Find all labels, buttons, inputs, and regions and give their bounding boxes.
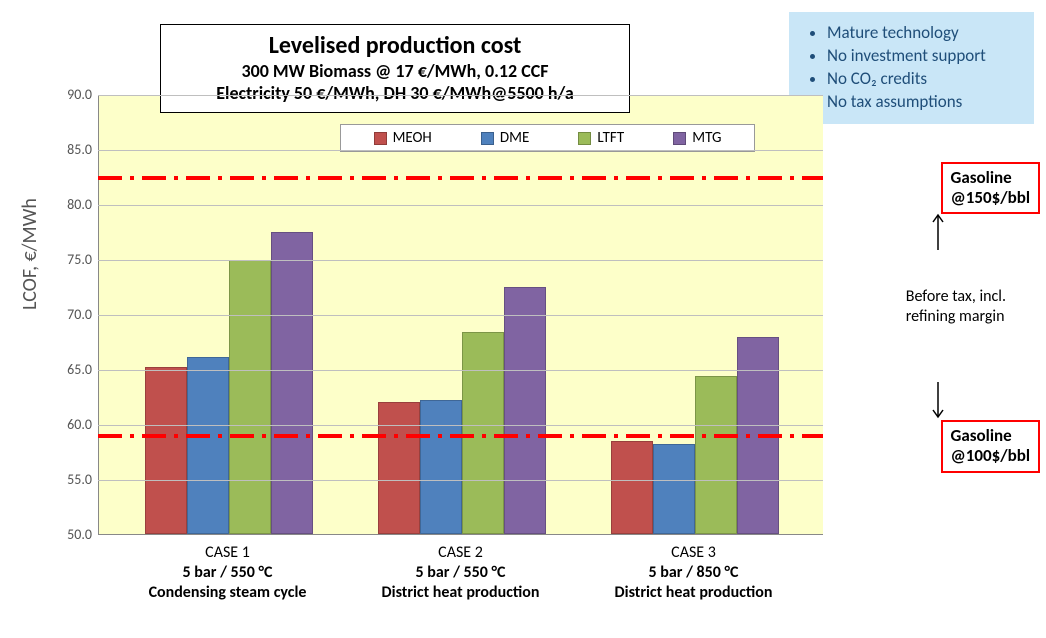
ref-annotation-line2: @150$/bbl xyxy=(951,187,1030,208)
assumption-item: No investment support xyxy=(827,45,1024,66)
legend-item-meoh: MEOH xyxy=(374,129,432,147)
bar-ltft xyxy=(695,376,737,534)
chart-title-line2: 300 MW Biomass @ 17 €/MWh, 0.12 CCF xyxy=(169,60,621,82)
case-conditions: 5 bar / 550 °C xyxy=(357,563,565,583)
y-gridline xyxy=(98,95,823,96)
ref-annotation-line1: Gasoline xyxy=(951,425,1012,446)
bar-ltft xyxy=(229,260,271,534)
y-gridline xyxy=(98,150,823,151)
legend-item-mtg: MTG xyxy=(673,129,721,147)
case-conditions: 5 bar / 850 °C xyxy=(590,563,798,583)
legend-item-ltft: LTFT xyxy=(578,129,624,147)
ref-annotation-gasoline-150: Gasoline @150$/bbl xyxy=(941,162,1040,215)
y-tick-label: 65.0 xyxy=(52,361,92,378)
y-tick-label: 50.0 xyxy=(52,526,92,543)
assumption-item: No CO₂ credits xyxy=(827,68,1024,89)
y-tick-label: 75.0 xyxy=(52,251,92,268)
legend-label: DME xyxy=(500,129,529,147)
legend-item-dme: DME xyxy=(481,129,529,147)
y-tick-label: 90.0 xyxy=(52,86,92,103)
y-gridline xyxy=(98,315,823,316)
mid-note-line1: Before tax, incl. xyxy=(906,287,1006,306)
y-gridline xyxy=(98,205,823,206)
ref-annotation-line2: @100$/bbl xyxy=(951,445,1030,466)
y-tick-label: 55.0 xyxy=(52,471,92,488)
bar-mtg xyxy=(504,287,546,535)
group-label: CASE 35 bar / 850 °CDistrict heat produc… xyxy=(590,543,798,603)
legend-swatch-icon xyxy=(481,132,494,145)
bar-mtg xyxy=(271,232,313,535)
case-name: CASE 3 xyxy=(590,543,798,563)
chart-title-box: Levelised production cost 300 MW Biomass… xyxy=(160,24,630,113)
case-conditions: 5 bar / 550 °C xyxy=(124,563,332,583)
bar-dme xyxy=(653,444,695,534)
arrow-up-icon xyxy=(930,212,946,252)
y-gridline xyxy=(98,260,823,261)
legend-label: LTFT xyxy=(597,129,624,147)
y-gridline xyxy=(98,480,823,481)
legend-label: MTG xyxy=(692,129,721,147)
bar-dme xyxy=(420,400,462,534)
ref-annotation-gasoline-100: Gasoline @100$/bbl xyxy=(941,420,1040,473)
mid-note: Before tax, incl. refining margin xyxy=(906,287,1006,327)
case-description: Condensing steam cycle xyxy=(124,583,332,603)
y-axis-title: LCOF, €/MWh xyxy=(18,198,42,310)
assumptions-list: Mature technology No investment support … xyxy=(813,22,1024,112)
group-label: CASE 25 bar / 550 °CDistrict heat produc… xyxy=(357,543,565,603)
lcof-chart: LCOF, €/MWh Levelised production cost 30… xyxy=(10,10,830,630)
legend-swatch-icon xyxy=(578,132,591,145)
legend: MEOH DME LTFT MTG xyxy=(340,124,755,152)
y-tick-label: 60.0 xyxy=(52,416,92,433)
y-tick-label: 80.0 xyxy=(52,196,92,213)
case-description: District heat production xyxy=(357,583,565,603)
mid-note-line2: refining margin xyxy=(906,307,1005,326)
legend-swatch-icon xyxy=(374,132,387,145)
y-tick-label: 85.0 xyxy=(52,141,92,158)
bar-dme xyxy=(187,357,229,534)
case-description: District heat production xyxy=(590,583,798,603)
legend-swatch-icon xyxy=(673,132,686,145)
case-name: CASE 1 xyxy=(124,543,332,563)
ref-annotation-line1: Gasoline xyxy=(951,167,1012,188)
bar-meoh xyxy=(145,367,187,534)
case-name: CASE 2 xyxy=(357,543,565,563)
assumption-item: No tax assumptions xyxy=(827,91,1024,112)
y-tick-label: 70.0 xyxy=(52,306,92,323)
y-gridline xyxy=(98,370,823,371)
bar-meoh xyxy=(611,441,653,535)
group-label: CASE 15 bar / 550 °CCondensing steam cyc… xyxy=(124,543,332,603)
y-gridline xyxy=(98,425,823,426)
bar-meoh xyxy=(378,402,420,534)
chart-title-line3: Electricity 50 €/MWh, DH 30 €/MWh@5500 h… xyxy=(169,82,621,104)
arrow-down-icon xyxy=(930,380,946,420)
legend-label: MEOH xyxy=(393,129,432,147)
assumption-item: Mature technology xyxy=(827,22,1024,43)
chart-title-line1: Levelised production cost xyxy=(169,31,621,60)
